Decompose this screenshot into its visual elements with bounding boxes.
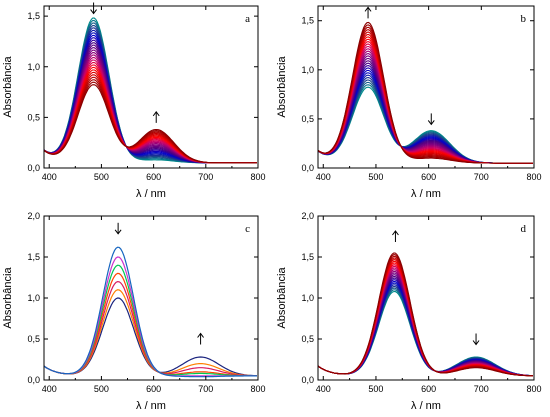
x-tick-label: 600 — [146, 172, 161, 182]
x-tick-label: 400 — [42, 172, 57, 182]
x-tick-label: 600 — [421, 172, 436, 182]
x-tick-label: 800 — [250, 384, 265, 394]
plot-frame — [43, 5, 259, 169]
spectrum-line-5 — [44, 264, 257, 377]
y-tick-label: 0,5 — [27, 334, 40, 344]
y-axis-label: Absorbância — [2, 56, 14, 118]
spectrum-line-28 — [44, 84, 257, 164]
y-axis-label: Absorbância — [2, 267, 14, 329]
spectra-series-group — [44, 246, 257, 378]
y-tick-label: 1,0 — [301, 293, 314, 303]
x-tick-label: 800 — [526, 172, 541, 182]
spectra-series-group — [44, 17, 257, 164]
arrow-up-icon — [197, 332, 204, 345]
x-tick-label: 400 — [316, 172, 331, 182]
arrow-up-icon — [392, 230, 399, 242]
chart-panel-d: 400 500 600 700 800 0,0 0,5 1,0 1,5 2,0 λ / nm Abso… — [276, 211, 542, 412]
x-tick-label: 800 — [526, 384, 541, 394]
arrow-up-icon — [152, 111, 160, 123]
chart-panel-b: 400 500 600 700 800 0,0 0,5 1,0 1,5 λ / nm Absorbâ… — [276, 5, 542, 200]
spectrum-line-28 — [318, 21, 533, 164]
x-tick-label: 700 — [198, 384, 213, 394]
y-tick-label: 0,0 — [301, 375, 314, 385]
panel-label: b — [521, 13, 527, 25]
y-tick-label: 1,5 — [27, 252, 40, 262]
x-axis-label: λ / nm — [411, 188, 441, 200]
spectrum-line-24 — [318, 252, 533, 377]
y-axis-label: Absorbância — [276, 267, 288, 329]
y-tick-label: 0,0 — [301, 163, 314, 173]
spectrum-line-6 — [44, 256, 257, 377]
chart-panel-c: 400 500 600 700 800 0,0 0,5 1,0 1,5 2,0 λ / nm Abso… — [2, 211, 266, 412]
spectra-series-group — [318, 21, 533, 164]
panel-label: a — [245, 13, 250, 25]
spectrum-line-7 — [44, 246, 257, 378]
chart-panel-a: 400 500 600 700 800 0,0 0,5 1,0 1,5 λ / nm Absorbâ… — [2, 2, 266, 200]
y-tick-label: 1,0 — [301, 65, 314, 75]
arrow-up-icon — [364, 6, 372, 19]
y-tick-label: 1,5 — [301, 252, 314, 262]
x-tick-label: 400 — [316, 384, 331, 394]
y-tick-label: 2,0 — [27, 211, 40, 221]
x-tick-label: 500 — [368, 384, 383, 394]
y-tick-label: 1,5 — [301, 16, 314, 26]
panel-label: d — [521, 223, 527, 235]
y-tick-label: 0,5 — [27, 112, 40, 122]
x-tick-label: 700 — [474, 384, 489, 394]
x-tick-label: 400 — [42, 384, 57, 394]
y-tick-label: 1,5 — [27, 11, 40, 21]
y-tick-label: 1,0 — [27, 62, 40, 72]
plot-frame — [317, 215, 535, 381]
arrow-down-icon — [427, 113, 435, 126]
arrow-down-icon — [472, 333, 480, 346]
panel-label: c — [245, 223, 250, 235]
x-tick-label: 700 — [474, 172, 489, 182]
plot-frame — [317, 5, 535, 169]
x-axis-label: λ / nm — [136, 400, 166, 412]
x-tick-label: 800 — [250, 172, 265, 182]
x-tick-label: 500 — [368, 172, 383, 182]
x-axis-label: λ / nm — [411, 400, 441, 412]
y-tick-label: 2,0 — [301, 211, 314, 221]
x-tick-label: 500 — [94, 172, 109, 182]
arrow-down-icon — [90, 2, 97, 15]
plot-frame — [43, 215, 259, 381]
x-tick-label: 600 — [146, 384, 161, 394]
arrow-down-icon — [114, 222, 122, 235]
y-axis-label: Absorbância — [276, 56, 288, 118]
y-tick-label: 0,0 — [27, 375, 40, 385]
x-tick-label: 700 — [198, 172, 213, 182]
spectra-series-group — [318, 252, 533, 377]
x-axis-label: λ / nm — [136, 188, 166, 200]
y-tick-label: 0,5 — [301, 334, 314, 344]
x-tick-label: 500 — [94, 384, 109, 394]
y-tick-label: 0,0 — [27, 163, 40, 173]
x-tick-label: 600 — [421, 384, 436, 394]
y-tick-label: 1,0 — [27, 293, 40, 303]
y-tick-label: 0,5 — [301, 114, 314, 124]
